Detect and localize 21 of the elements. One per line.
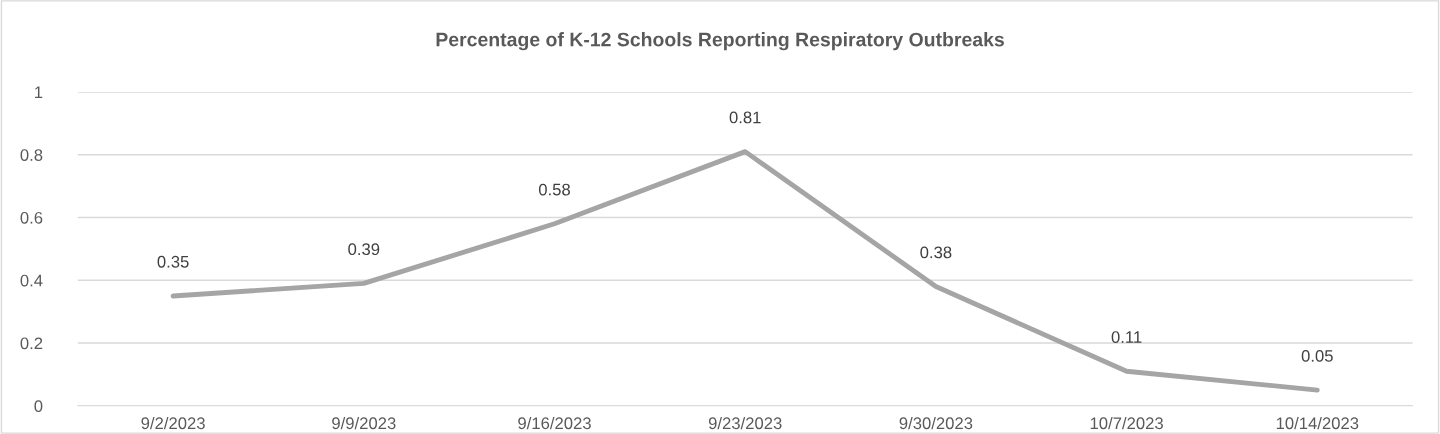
x-tick-label: 9/2/2023	[141, 416, 205, 430]
y-tick-label: 0.8	[20, 149, 43, 161]
x-tick-label: 9/23/2023	[708, 416, 782, 430]
x-tick-label: 9/9/2023	[332, 416, 396, 430]
x-tick-label: 10/7/2023	[1090, 416, 1163, 430]
data-label: 0.05	[1301, 350, 1333, 362]
y-tick-label: 1	[35, 86, 43, 99]
data-label: 0.81	[729, 111, 761, 124]
y-tick-label: 0	[34, 400, 43, 412]
x-tick-label: 10/14/2023	[1276, 416, 1359, 430]
data-label: 0.58	[538, 183, 570, 196]
data-label: 0.38	[920, 246, 952, 259]
chart-title: Percentage of K-12 Schools Reporting Respiratory Outbreaks	[436, 32, 1004, 51]
y-tick-label: 0.2	[20, 337, 43, 350]
x-tick-label: 9/30/2023	[899, 416, 973, 430]
x-tick-label: 9/16/2023	[518, 416, 591, 430]
data-label: 0.39	[348, 243, 380, 256]
data-label: 0.11	[1111, 331, 1142, 343]
y-tick-label: 0.6	[20, 211, 43, 224]
y-tick-label: 0.4	[20, 274, 43, 287]
data-label: 0.35	[157, 255, 189, 268]
